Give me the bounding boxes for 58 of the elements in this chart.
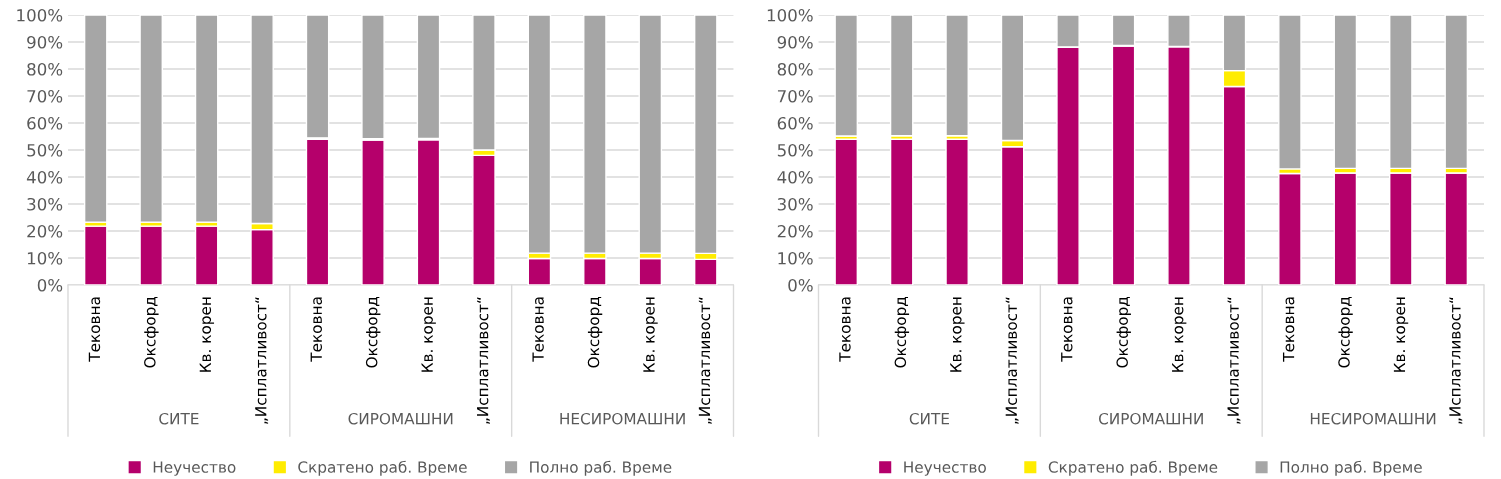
y-tick-label: 40% — [777, 170, 813, 184]
legend-label: Скратено раб. Време — [298, 460, 467, 476]
x-tick-label: „Исплатливост“ — [1005, 297, 1019, 424]
y-tick-label: 100% — [767, 8, 813, 22]
text: СИРОМАШНИ — [348, 412, 453, 425]
text: СИТЕ — [909, 412, 949, 425]
y-tick-label: 40% — [26, 170, 63, 184]
x-tick-label: Оксфорд — [1338, 296, 1353, 368]
x-tick-label: Тековна — [532, 297, 544, 362]
x-tick-label: „Исплатливост“ — [477, 297, 490, 424]
text: НЕСИРОМАШНИ — [1310, 412, 1436, 425]
y-tick-label: 30% — [27, 197, 63, 211]
x-tick-label: Кв. корен — [643, 297, 658, 372]
text: СИТЕ — [159, 412, 199, 425]
x-tick-label: Оксфорд — [144, 296, 159, 368]
y-tick-label: 0% — [37, 278, 63, 292]
y-tick-label: 90% — [27, 35, 63, 49]
y-tick-label: 10% — [27, 251, 63, 265]
x-tick-label: Кв. корен — [1172, 297, 1187, 372]
text: СИРОМАШНИ — [1098, 412, 1203, 425]
legend-label: Полно раб. Време — [1280, 460, 1422, 476]
y-tick-label: 20% — [27, 224, 63, 238]
x-tick-label: „Исплатливост“ — [255, 297, 269, 424]
y-tick-label: 10% — [778, 251, 813, 265]
y-tick-label: 50% — [27, 143, 63, 157]
legend-label: Неучество — [153, 461, 236, 476]
x-tick-label: Оксфорд — [587, 296, 603, 368]
x-tick-label: Оксфорд — [1116, 296, 1131, 368]
y-tick-label: 20% — [777, 224, 813, 238]
x-tick-label: Оксфорд — [894, 296, 910, 368]
x-tick-label: Кв. корен — [950, 297, 965, 372]
x-tick-label: Кв. корен — [199, 297, 215, 372]
x-tick-label: „Исплатливост“ — [1227, 297, 1241, 424]
y-tick-label: 70% — [27, 89, 63, 103]
x-tick-label: Тековна — [88, 297, 101, 362]
x-tick-label: „Исплатливост“ — [1449, 297, 1463, 424]
y-tick-label: 80% — [777, 62, 813, 76]
x-tick-label: Тековна — [1061, 297, 1073, 362]
y-tick-label: 100% — [17, 8, 63, 22]
y-tick-label: 60% — [777, 116, 813, 130]
legend-label: Скратено раб. Време — [1048, 460, 1218, 476]
y-tick-label: 60% — [27, 116, 63, 130]
y-tick-label: 70% — [777, 89, 813, 103]
y-tick-label: 30% — [777, 197, 813, 211]
y-tick-label: 80% — [27, 62, 63, 76]
x-tick-label: Тековна — [310, 297, 322, 362]
legend-label: Неучество — [904, 461, 986, 476]
y-tick-label: 0% — [788, 278, 813, 292]
x-tick-label: Тековна — [1282, 297, 1295, 362]
text: НЕСИРОМАШНИ — [560, 412, 685, 425]
x-tick-label: „Исплатливост“ — [698, 297, 712, 424]
y-tick-label: 50% — [777, 143, 813, 157]
x-tick-label: Тековна — [839, 297, 851, 362]
x-tick-label: Кв. корен — [421, 297, 436, 372]
x-tick-label: Кв. корен — [1393, 297, 1409, 372]
legend-label: Полно раб. Време — [530, 460, 672, 476]
x-tick-label: Оксфорд — [365, 296, 381, 368]
y-tick-label: 90% — [777, 35, 813, 49]
